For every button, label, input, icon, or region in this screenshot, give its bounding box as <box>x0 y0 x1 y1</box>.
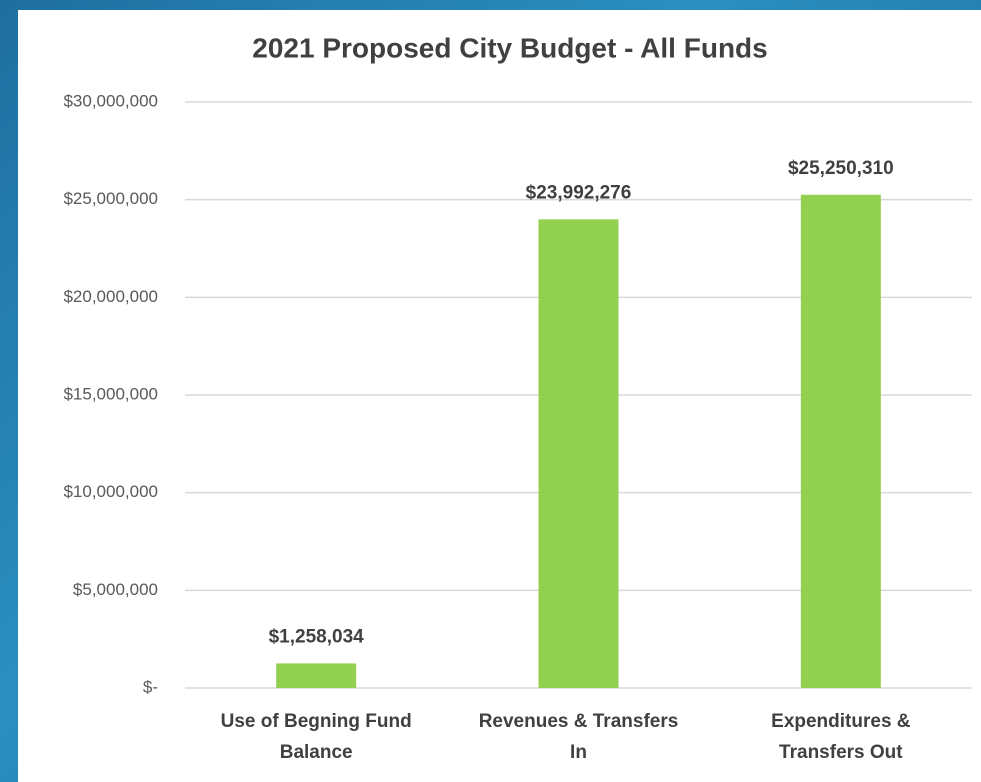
y-tick-label: $25,000,000 <box>63 189 158 208</box>
y-tick-label: $10,000,000 <box>63 482 158 501</box>
value-label: $1,258,034 <box>269 626 365 647</box>
value-label: $25,250,310 <box>788 158 894 179</box>
bar <box>276 663 357 688</box>
x-tick-label: Revenues & Transfers <box>479 711 679 732</box>
chart-title: 2021 Proposed City Budget - All Funds <box>252 32 767 63</box>
bar <box>538 219 619 688</box>
y-tick-label: $20,000,000 <box>63 287 158 306</box>
x-tick-label: Expenditures & <box>771 711 911 732</box>
x-tick-label: Balance <box>280 742 353 763</box>
x-tick-label: In <box>570 742 587 763</box>
x-tick-label: Use of Begning Fund <box>221 711 412 732</box>
value-label: $23,992,276 <box>526 182 632 203</box>
y-tick-label: $5,000,000 <box>73 580 158 599</box>
y-tick-label: $15,000,000 <box>63 384 158 403</box>
y-tick-label: $- <box>143 677 158 696</box>
x-tick-label: Transfers Out <box>779 742 903 763</box>
y-tick-label: $30,000,000 <box>63 91 158 110</box>
bar <box>800 194 881 688</box>
